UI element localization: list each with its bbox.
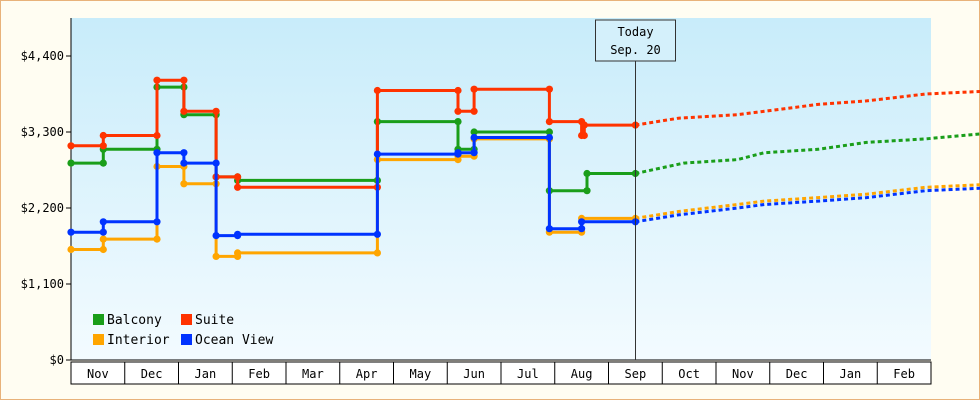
legend-label-balcony: Balcony (107, 313, 162, 328)
data-point-suite (234, 183, 242, 191)
today-box (595, 19, 676, 62)
data-point-interior (99, 235, 107, 243)
data-point-balcony (545, 128, 554, 136)
data-point-interior (212, 252, 220, 260)
x-month-label: Sep (625, 367, 647, 381)
data-point-suite (545, 118, 554, 126)
data-point-suite (153, 131, 161, 140)
data-point-interior (373, 249, 381, 257)
x-month-label: Apr (356, 367, 378, 381)
series-forecast-suite (635, 89, 980, 127)
plot-area (71, 18, 931, 360)
data-point-interior (153, 235, 161, 243)
data-point-interior (180, 180, 188, 188)
today-label: Today (617, 25, 653, 39)
x-month-label: Feb (248, 367, 270, 381)
x-month-label: May (410, 367, 432, 381)
legend-label-interior: Interior (107, 333, 170, 348)
x-month-label: Jun (463, 367, 485, 381)
legend: Balcony Suite Interior Ocean View (93, 313, 273, 348)
data-point-ocean-view (234, 230, 242, 238)
data-point-suite (470, 107, 478, 115)
data-point-ocean-view (67, 228, 75, 236)
x-month-label: Jan (840, 367, 862, 381)
data-point-ocean-view (180, 159, 188, 167)
x-month-label: Jan (195, 367, 217, 381)
legend-swatch-interior (93, 334, 104, 345)
data-point-interior (234, 249, 242, 257)
legend-swatch-suite (181, 314, 192, 325)
data-point-interior (67, 245, 75, 254)
x-month-label: Oct (678, 367, 700, 381)
legend-label-ocean-view: Ocean View (195, 333, 273, 348)
legend-label-suite: Suite (195, 313, 234, 328)
x-axis: Nov Dec Jan Feb Mar Apr May Jun Jul Aug Sep Oct Nov D… (70, 359, 932, 385)
data-point-ocean-view (212, 232, 220, 240)
data-point-ocean-view (153, 218, 161, 226)
x-month-label: Dec (141, 367, 163, 381)
data-point-suite (180, 107, 188, 115)
series-forecast-ocean-view (635, 186, 980, 224)
data-point-suite (373, 86, 381, 95)
series-forecast-interior (635, 183, 980, 220)
data-point-suite (580, 131, 588, 140)
y-tick-label: $1,100 (21, 277, 64, 291)
data-point-ocean-view (545, 225, 554, 233)
data-point-balcony (470, 128, 478, 136)
data-point-balcony (67, 159, 75, 167)
y-tick-label: $2,200 (21, 201, 64, 215)
y-tick-label: $0 (50, 353, 64, 367)
data-point-suite (580, 121, 588, 129)
data-point-ocean-view (212, 159, 220, 167)
today-marker: Today Sep. 20 (595, 19, 676, 360)
y-axis: $0 $1,100 $2,200 $3,300 $4,400 (21, 18, 72, 367)
x-month-label: Mar (302, 367, 324, 381)
data-point-suite (454, 107, 462, 115)
data-point-ocean-view (99, 218, 107, 226)
data-point-suite (234, 173, 242, 181)
series-line-ocean-view (71, 136, 636, 238)
series-layer (67, 76, 980, 260)
data-point-suite (99, 142, 107, 150)
data-point-suite (180, 76, 188, 84)
today-date: Sep. 20 (610, 43, 661, 57)
data-point-suite (212, 107, 220, 115)
data-point-ocean-view (153, 149, 161, 157)
data-point-suite (153, 76, 161, 84)
data-point-interior (99, 245, 107, 254)
data-point-ocean-view (373, 230, 381, 238)
x-month-label: Nov (732, 367, 754, 381)
x-month-label: Nov (87, 367, 109, 381)
data-point-ocean-view (545, 133, 554, 142)
data-point-ocean-view (373, 150, 381, 158)
y-tick-label: $4,400 (21, 49, 64, 63)
series-suite (67, 76, 980, 191)
data-point-suite (99, 131, 107, 140)
legend-swatch-ocean-view (181, 334, 192, 345)
x-month-label: Feb (893, 367, 915, 381)
data-point-suite (67, 142, 75, 150)
data-point-ocean-view (99, 228, 107, 236)
data-point-ocean-view (180, 149, 188, 157)
data-point-suite (454, 86, 462, 95)
data-point-ocean-view (578, 225, 586, 233)
data-point-ocean-view (470, 133, 478, 142)
data-point-ocean-view (470, 149, 478, 157)
data-point-suite (470, 85, 478, 93)
data-point-balcony (583, 169, 591, 178)
x-month-label: Dec (786, 367, 808, 381)
series-forecast-balcony (635, 132, 980, 175)
x-month-label: Aug (571, 367, 593, 381)
legend-swatch-balcony (93, 314, 104, 325)
data-point-ocean-view (578, 218, 586, 226)
data-point-ocean-view (454, 149, 462, 157)
data-point-balcony (583, 187, 591, 195)
data-point-balcony (454, 118, 462, 126)
data-point-suite (545, 85, 554, 93)
data-point-balcony (99, 159, 107, 167)
series-ocean-view (67, 133, 980, 240)
x-month-label: Jul (517, 367, 539, 381)
y-tick-label: $3,300 (21, 125, 64, 139)
